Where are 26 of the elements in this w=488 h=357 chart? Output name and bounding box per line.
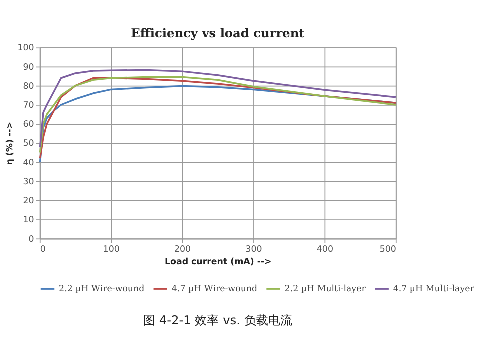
y-tick-label: 70 [23, 101, 34, 112]
y-tick-label: 40 [23, 158, 34, 168]
y-tick-label: 80 [23, 82, 34, 92]
y-tick-label: 30 [23, 177, 34, 188]
x-tick-label: 300 [246, 245, 262, 256]
y-tick-label: 60 [23, 120, 34, 130]
x-tick-label: 400 [316, 245, 334, 256]
chart-title: Efficiency vs load current [131, 26, 306, 40]
x-axis-title: Load current (mA) --> [164, 257, 272, 268]
legend-label: 2.2 µH Multi-layer [284, 284, 367, 295]
x-tick-label: 200 [174, 245, 192, 256]
y-tick-label: 90 [23, 62, 34, 73]
y-tick-label: 50 [23, 139, 34, 150]
y-tick-label: 20 [23, 196, 34, 207]
x-tick-label: 500 [380, 245, 396, 256]
x-tick-label: 100 [103, 245, 120, 256]
legend-label: 4.7 µH Multi-layer [393, 284, 476, 295]
y-tick-label: 10 [23, 216, 34, 226]
y-tick-label: 0 [28, 234, 34, 245]
y-axis-title: η (%) --> [6, 122, 16, 166]
line-series [39, 69, 397, 148]
legend-label: 4.7 µH Wire-wound [172, 284, 258, 295]
x-tick-label: 0 [40, 245, 46, 256]
y-tick-label: 100 [18, 44, 34, 54]
caption: 图 4-2-1 效率 vs. 负载电流 [144, 314, 292, 328]
legend-label: 2.2 µH Wire-wound [59, 284, 146, 295]
